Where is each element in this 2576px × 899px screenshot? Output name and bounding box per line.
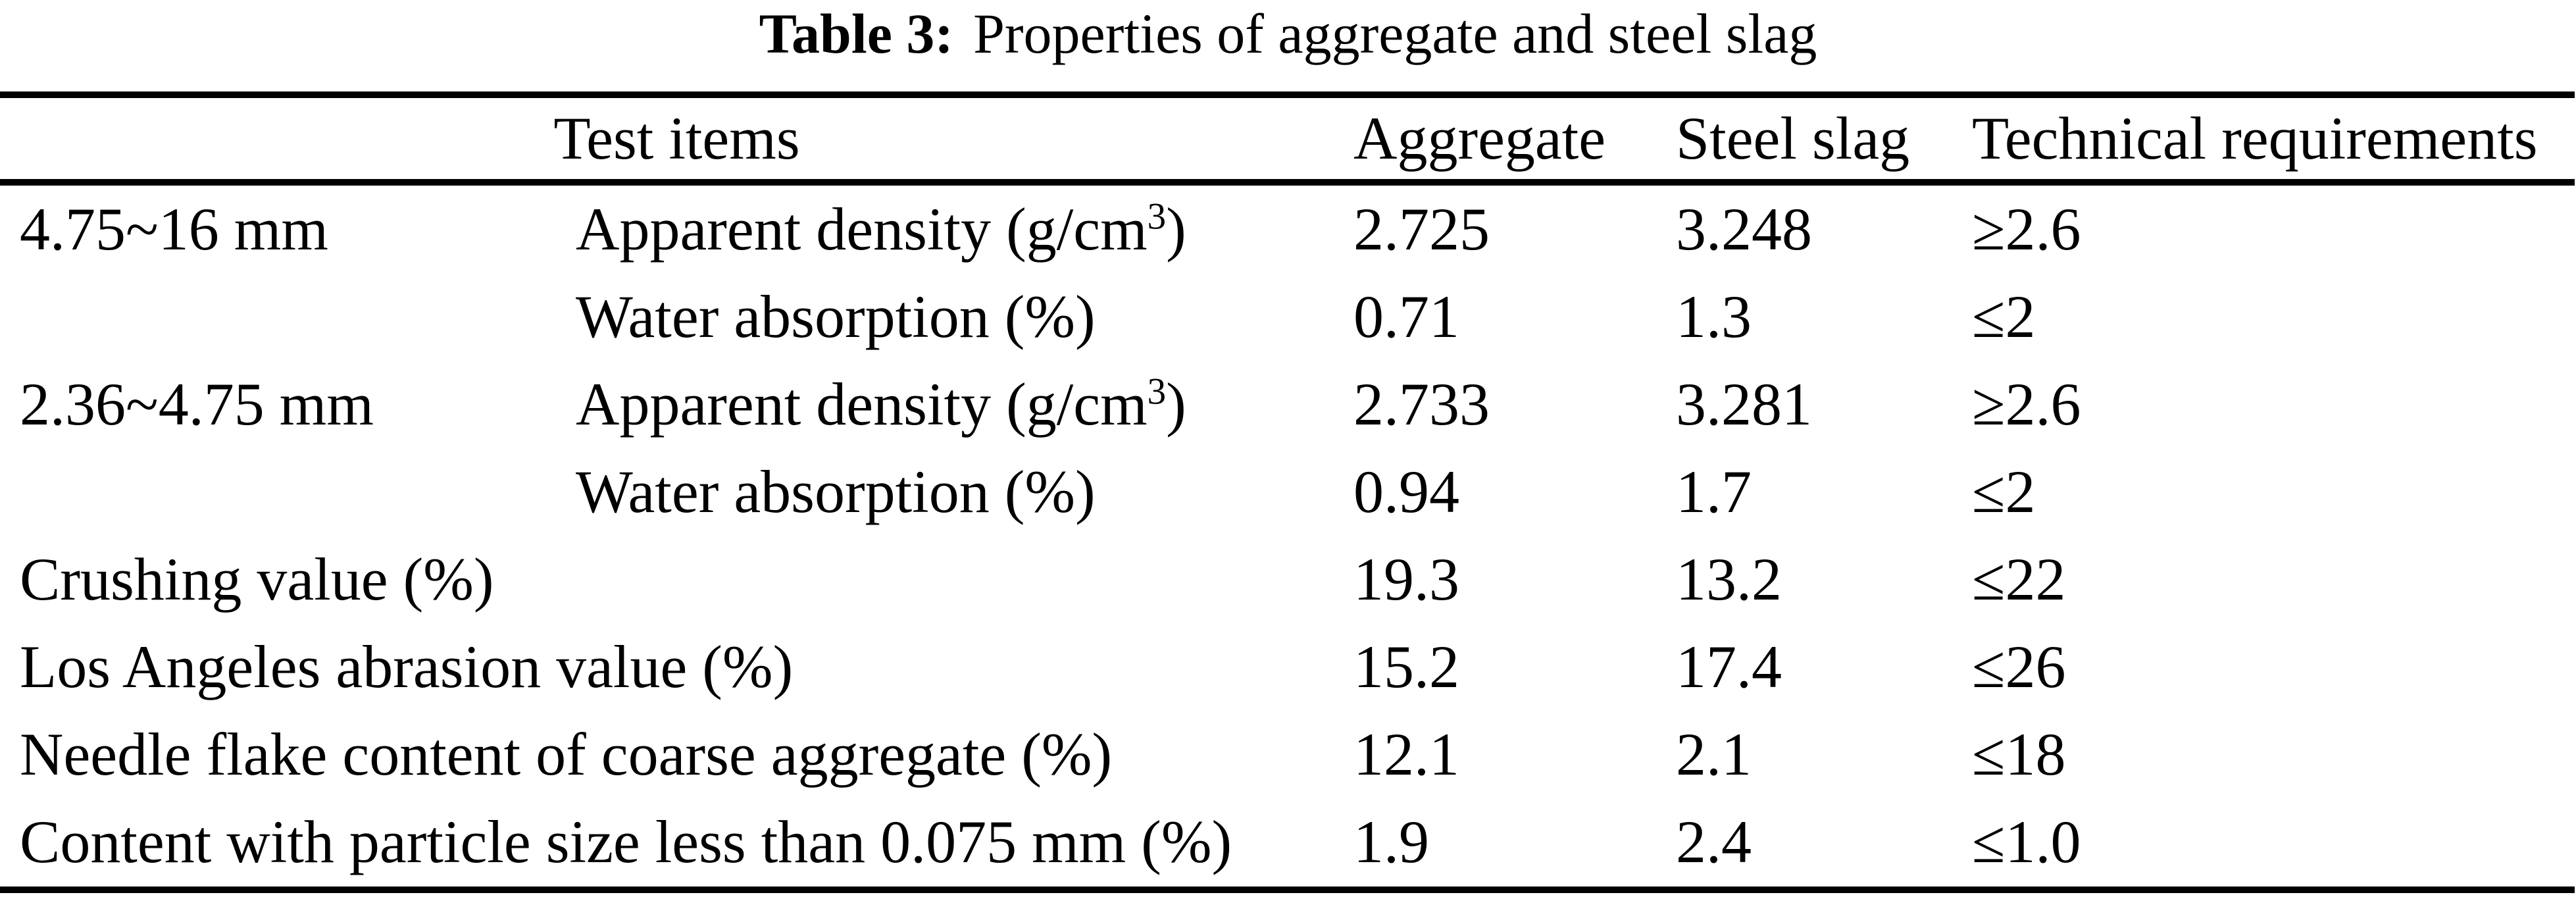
cell-steel-slag-value: 17.4 xyxy=(1676,633,1782,700)
cell-aggregate-value: 15.2 xyxy=(1353,633,1459,700)
cell-requirement-value: ≤22 xyxy=(1972,546,2066,613)
table-row: Los Angeles abrasion value (%) 15.2 17.4… xyxy=(0,623,2576,711)
cell-requirement-value: ≥2.6 xyxy=(1972,195,2081,263)
cell-steel-slag-value: 3.281 xyxy=(1676,371,1812,438)
cell-test-item-end: ) xyxy=(1166,371,1186,438)
cell-size-group: 2.36~4.75 mm xyxy=(20,371,374,438)
cell-test-item-superscript: 3 xyxy=(1147,195,1167,238)
column-header-test-items: Test items xyxy=(553,105,800,172)
column-header-steel-slag: Steel slag xyxy=(1676,105,1910,172)
cell-requirement-value: ≤1.0 xyxy=(1972,808,2081,875)
cell-steel-slag-value: 1.7 xyxy=(1676,458,1752,525)
table-row: 4.75~16 mm Apparent density (g/cm3) 2.72… xyxy=(0,186,2576,273)
cell-requirement-value: ≤26 xyxy=(1972,633,2066,700)
cell-aggregate-value: 0.94 xyxy=(1353,458,1459,525)
cell-aggregate-value: 1.9 xyxy=(1353,808,1429,875)
cell-aggregate-value: 2.725 xyxy=(1353,195,1490,263)
cell-test-item-text: Apparent density (g/cm xyxy=(576,371,1148,438)
column-header-technical-requirements: Technical requirements xyxy=(1972,105,2538,172)
table-row: Water absorption (%) 0.94 1.7 ≤2 xyxy=(0,448,2576,536)
cell-test-item: Water absorption (%) xyxy=(576,273,1096,361)
table-body: 4.75~16 mm Apparent density (g/cm3) 2.72… xyxy=(0,186,2576,886)
cell-aggregate-value: 12.1 xyxy=(1353,721,1459,788)
cell-test-item-text: Water absorption (%) xyxy=(576,283,1096,350)
cell-requirement-value: ≤2 xyxy=(1972,458,2036,525)
table-header-row: Test items Aggregate Steel slag Technica… xyxy=(0,98,2576,179)
cell-aggregate-value: 2.733 xyxy=(1353,371,1490,438)
table-caption-text: Properties of aggregate and steel slag xyxy=(973,2,1817,65)
table-row: Crushing value (%) 19.3 13.2 ≤22 xyxy=(0,536,2576,623)
table-bottom-rule xyxy=(0,886,2575,893)
table-row: 2.36~4.75 mm Apparent density (g/cm3) 2.… xyxy=(0,361,2576,448)
cell-test-item-end: ) xyxy=(1166,195,1186,263)
cell-steel-slag-value: 1.3 xyxy=(1676,283,1752,350)
table-top-rule xyxy=(0,91,2575,98)
table-caption: Table 3: Properties of aggregate and stee… xyxy=(0,1,2576,66)
cell-test-item-superscript: 3 xyxy=(1147,371,1167,413)
table-row: Content with particle size less than 0.0… xyxy=(0,798,2576,886)
cell-test-item-fullwidth: Crushing value (%) xyxy=(20,546,494,613)
table-row: Needle flake content of coarse aggregate… xyxy=(0,711,2576,798)
cell-steel-slag-value: 13.2 xyxy=(1676,546,1782,613)
cell-steel-slag-value: 2.4 xyxy=(1676,808,1752,875)
cell-test-item-text: Water absorption (%) xyxy=(576,458,1096,525)
table-header-rule xyxy=(0,179,2575,186)
cell-test-item: Water absorption (%) xyxy=(576,448,1096,536)
cell-test-item: Apparent density (g/cm3) xyxy=(576,361,1186,448)
cell-requirement-value: ≥2.6 xyxy=(1972,371,2081,438)
cell-test-item: Apparent density (g/cm3) xyxy=(576,186,1186,273)
cell-aggregate-value: 0.71 xyxy=(1353,283,1459,350)
table-row: Water absorption (%) 0.71 1.3 ≤2 xyxy=(0,273,2576,361)
cell-test-item-fullwidth: Los Angeles abrasion value (%) xyxy=(20,633,794,700)
cell-test-item-fullwidth: Content with particle size less than 0.0… xyxy=(20,808,1232,875)
cell-steel-slag-value: 2.1 xyxy=(1676,721,1752,788)
cell-requirement-value: ≤2 xyxy=(1972,283,2036,350)
table-caption-label: Table 3: xyxy=(759,2,954,65)
cell-test-item-fullwidth: Needle flake content of coarse aggregate… xyxy=(20,721,1113,788)
cell-aggregate-value: 19.3 xyxy=(1353,546,1459,613)
cell-steel-slag-value: 3.248 xyxy=(1676,195,1812,263)
cell-size-group: 4.75~16 mm xyxy=(20,195,328,263)
cell-test-item-text: Apparent density (g/cm xyxy=(576,195,1148,263)
cell-requirement-value: ≤18 xyxy=(1972,721,2066,788)
column-header-aggregate: Aggregate xyxy=(1353,105,1606,172)
